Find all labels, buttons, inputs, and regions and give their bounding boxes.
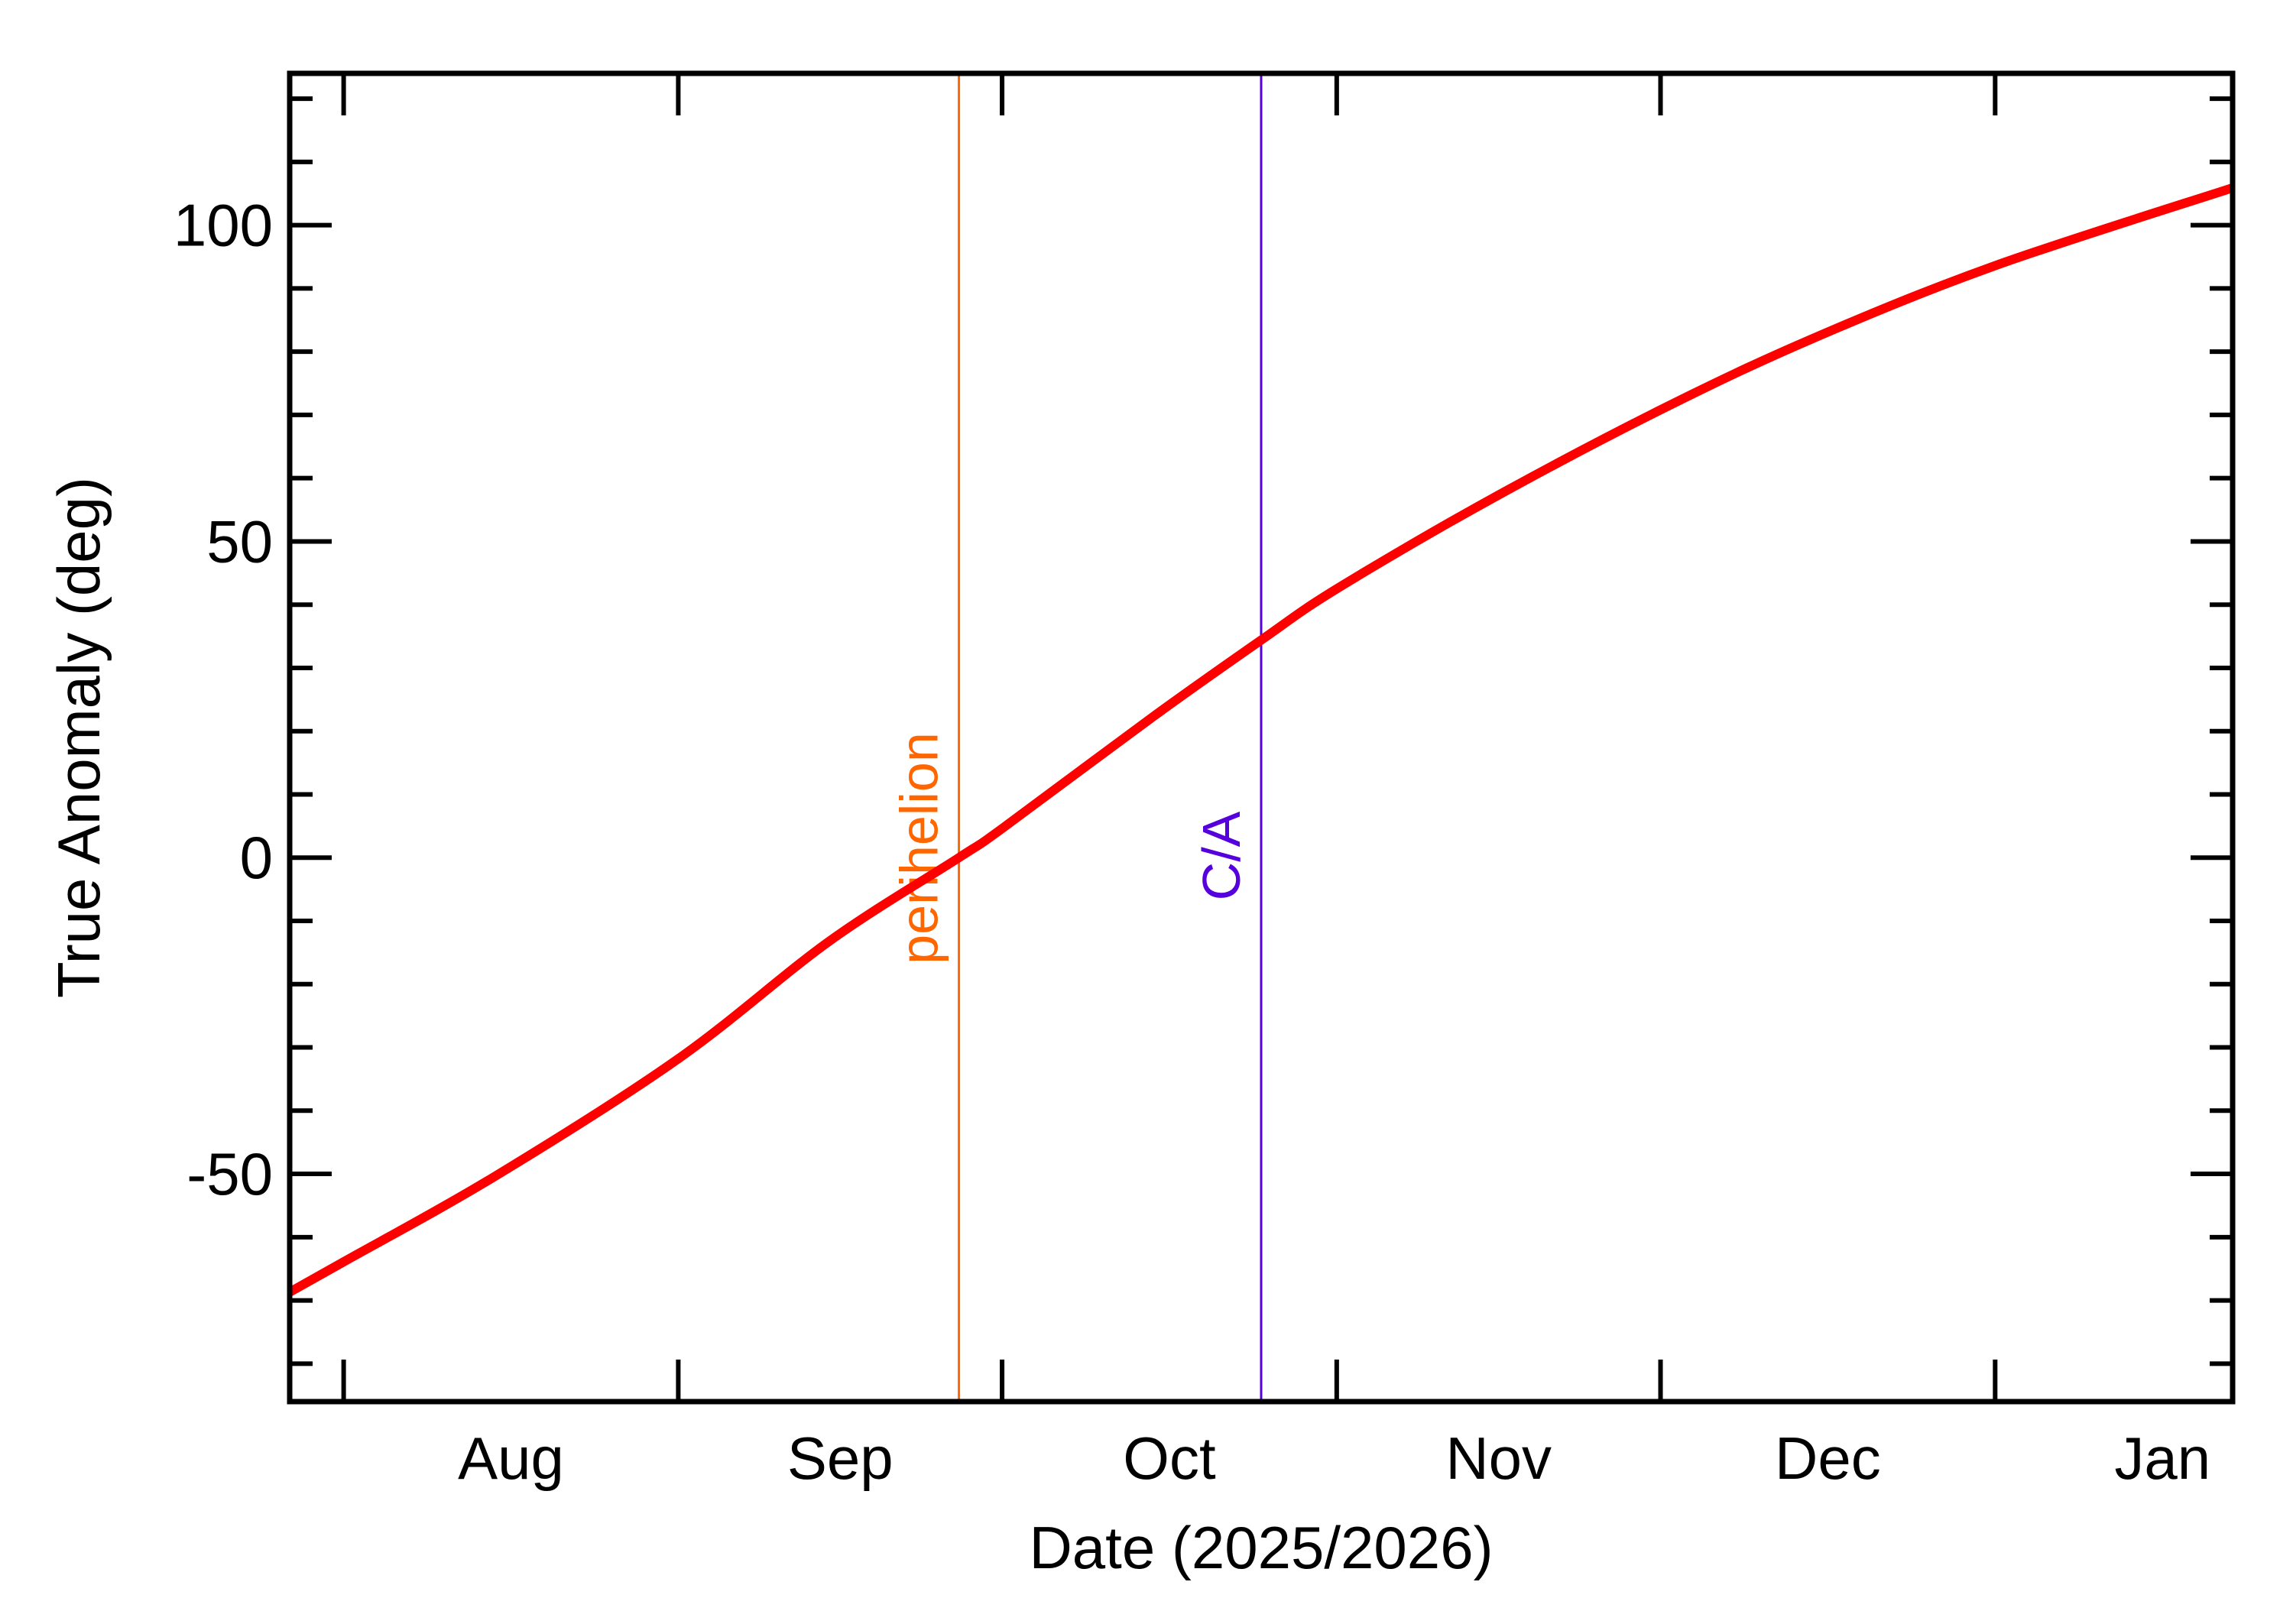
y-axis-tick-labels: -50 0 50 100 (174, 192, 273, 1207)
x-tick-label: Jan (2114, 1425, 2210, 1492)
x-tick-label: Aug (458, 1425, 564, 1492)
y-tick-label: 50 (206, 507, 273, 575)
x-tick-label: Sep (787, 1425, 894, 1492)
series-line-0 (287, 183, 2234, 1297)
y-tick-label: -50 (186, 1140, 273, 1207)
x-tick-label: Dec (1775, 1425, 1881, 1492)
y-tick-label: 0 (240, 824, 273, 891)
x-axis-ticks (341, 73, 1998, 1402)
plot-frame (287, 70, 2236, 1405)
plot-area: perihelion C/A (287, 73, 2234, 1402)
x-axis-tick-labels: Aug Sep Oct Nov Dec Jan (458, 1425, 2210, 1492)
annotation-label-0: perihelion (890, 732, 949, 964)
x-tick-label: Nov (1445, 1425, 1552, 1492)
y-tick-label: 100 (174, 192, 273, 259)
y-axis-title: True Anomaly (deg) (45, 477, 112, 998)
y-axis-ticks (290, 96, 2233, 1366)
x-axis-title: Date (2025/2026) (1029, 1514, 1493, 1581)
x-tick-label: Oct (1123, 1425, 1216, 1492)
annotation-label-1: C/A (1192, 811, 1251, 900)
